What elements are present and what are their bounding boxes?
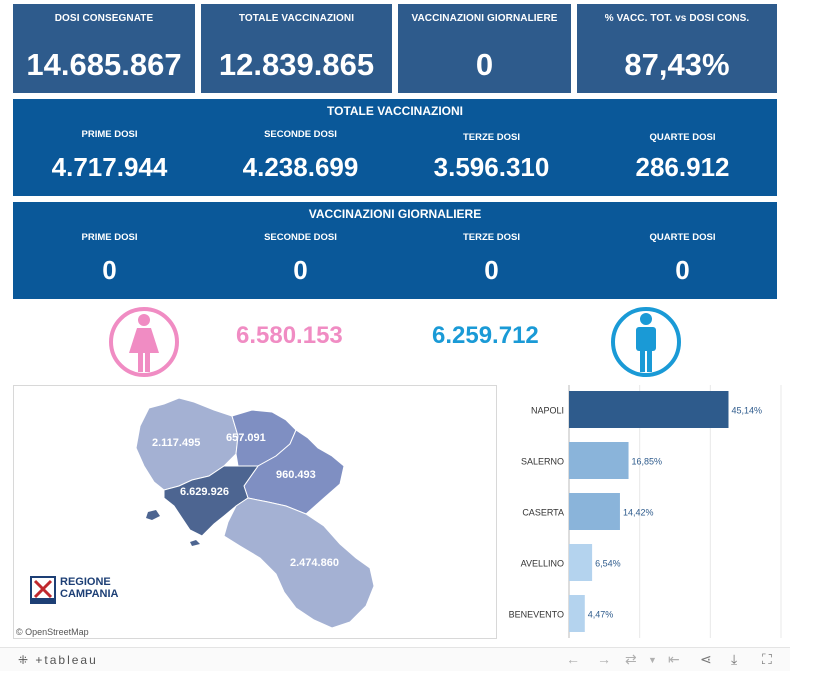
kpi-value: 87,43% (624, 47, 730, 82)
col-prime-dosi: PRIME DOSI 4.717.944 (14, 129, 205, 183)
kpi-label: VACCINAZIONI GIORNALIERE (411, 13, 558, 24)
panel-title: TOTALE VACCINAZIONI (327, 104, 463, 118)
bar-avellino[interactable] (569, 544, 593, 581)
totale-vaccinazioni-panel: TOTALE VACCINAZIONI PRIME DOSI 4.717.944… (13, 99, 777, 196)
col-seconde-dosi: SECONDE DOSI 0 (205, 232, 396, 286)
bar-benevento[interactable] (569, 595, 585, 632)
col-terze-dosi: TERZE DOSI 3.596.310 (396, 132, 587, 183)
bar-napoli[interactable] (569, 391, 729, 428)
map-label-caserta: 2.117.495 (152, 437, 200, 449)
map-canvas: 2.117.495 657.091 960.493 6.629.926 2.47… (135, 397, 375, 629)
revert-icon[interactable]: ⇄ (625, 651, 637, 667)
download-icon[interactable]: ⤓ (731, 651, 738, 667)
female-count: 6.580.153 (236, 322, 343, 349)
bar-value-label: 45,14% (731, 406, 762, 416)
campania-map[interactable]: 2.117.495 657.091 960.493 6.629.926 2.47… (13, 385, 497, 639)
kpi-label: TOTALE VACCINAZIONI (238, 13, 355, 24)
bar-category-label: CASERTA (522, 508, 564, 518)
bar-value-label: 16,85% (632, 457, 663, 467)
province-bar-chart: NAPOLI 45,14% SALERNO 16,85% CASERTA 14,42% AV… (509, 385, 782, 638)
kpi-value: 12.839.865 (218, 47, 375, 82)
bar-category-label: NAPOLI (531, 406, 564, 416)
col-value: 0 (102, 255, 117, 285)
col-label: QUARTE DOSI (649, 232, 716, 243)
map-label-napoli: 6.629.926 (180, 486, 229, 498)
tableau-logo-icon: ⁜ (18, 653, 31, 667)
tableau-brand-text: +tableau (35, 653, 98, 667)
bar-category-label: SALERNO (521, 457, 564, 467)
col-label: SECONDE DOSI (264, 129, 337, 140)
col-label: PRIME DOSI (81, 232, 138, 243)
kpi-vaccinazioni-giornaliere: VACCINAZIONI GIORNALIERE 0 (398, 4, 571, 93)
reset-icon[interactable]: ⇤ (668, 651, 680, 667)
chevron-down-icon[interactable]: ▼ (648, 655, 657, 665)
bar-salerno[interactable] (569, 442, 629, 479)
regione-campania-logo: REGIONE CAMPANIA (30, 576, 140, 610)
male-icon (611, 307, 681, 377)
col-prime-dosi: PRIME DOSI 0 (14, 232, 205, 286)
col-quarte-dosi: QUARTE DOSI 286.912 (587, 132, 778, 183)
col-label: PRIME DOSI (81, 129, 138, 140)
map-label-avellino: 960.493 (276, 469, 316, 481)
male-count: 6.259.712 (432, 322, 539, 349)
col-seconde-dosi: SECONDE DOSI 4.238.699 (205, 129, 396, 183)
tableau-brand[interactable]: ⁜ +tableau (18, 653, 98, 667)
regione-shield-icon (30, 576, 56, 604)
kpi-totale-vaccinazioni: TOTALE VACCINAZIONI 12.839.865 (201, 4, 392, 93)
map-region-salerno[interactable] (223, 497, 375, 629)
map-island-capri (190, 540, 200, 546)
map-label-benevento: 657.091 (226, 432, 266, 444)
undo-icon[interactable]: ← (566, 651, 580, 667)
bar-category-label: BENEVENTO (509, 610, 564, 620)
col-value: 0 (675, 255, 690, 285)
map-island-ischia (146, 510, 160, 520)
bar-value-label: 14,42% (623, 508, 654, 518)
bar-value-label: 4,47% (588, 610, 614, 620)
col-label: TERZE DOSI (462, 232, 520, 243)
logo-line2: CAMPANIA (60, 588, 119, 600)
map-label-salerno: 2.474.860 (290, 557, 339, 569)
bar-caserta[interactable] (569, 493, 620, 530)
kpi-value: 0 (475, 47, 494, 82)
logo-line1: REGIONE (60, 576, 111, 588)
bar-category-label: AVELLINO (521, 559, 564, 569)
kpi-label: % VACC. TOT. vs DOSI CONS. (604, 13, 750, 24)
panel-title: VACCINAZIONI GIORNALIERE (308, 207, 482, 221)
col-value: 4.238.699 (242, 152, 359, 182)
col-label: SECONDE DOSI (264, 232, 337, 243)
col-value: 0 (293, 255, 308, 285)
col-label: QUARTE DOSI (649, 132, 716, 143)
fullscreen-icon[interactable]: ⛶ (762, 651, 772, 667)
col-label: TERZE DOSI (462, 132, 520, 143)
col-value: 4.717.944 (51, 152, 168, 182)
kpi-value: 14.685.867 (26, 47, 182, 82)
tableau-toolbar: ⁜ +tableau ← → ⇄ ▼ ⇤ ⋖ ⤓ ⛶ (0, 647, 790, 671)
col-value: 0 (484, 255, 499, 285)
share-icon[interactable]: ⋖ (700, 651, 712, 667)
col-value: 3.596.310 (433, 152, 550, 182)
col-quarte-dosi: QUARTE DOSI 0 (587, 232, 778, 286)
female-icon (109, 307, 179, 377)
map-attribution[interactable]: © OpenStreetMap (16, 627, 89, 637)
vaccinazioni-giornaliere-panel: VACCINAZIONI GIORNALIERE PRIME DOSI 0 SE… (13, 202, 777, 299)
col-value: 286.912 (635, 152, 730, 182)
kpi-percentuale: % VACC. TOT. vs DOSI CONS. 87,43% (577, 4, 777, 93)
kpi-label: DOSI CONSEGNATE (54, 13, 154, 24)
kpi-dosi-consegnate: DOSI CONSEGNATE 14.685.867 (13, 4, 195, 93)
col-terze-dosi: TERZE DOSI 0 (396, 232, 587, 286)
redo-icon[interactable]: → (597, 651, 611, 667)
bar-value-label: 6,54% (595, 559, 621, 569)
